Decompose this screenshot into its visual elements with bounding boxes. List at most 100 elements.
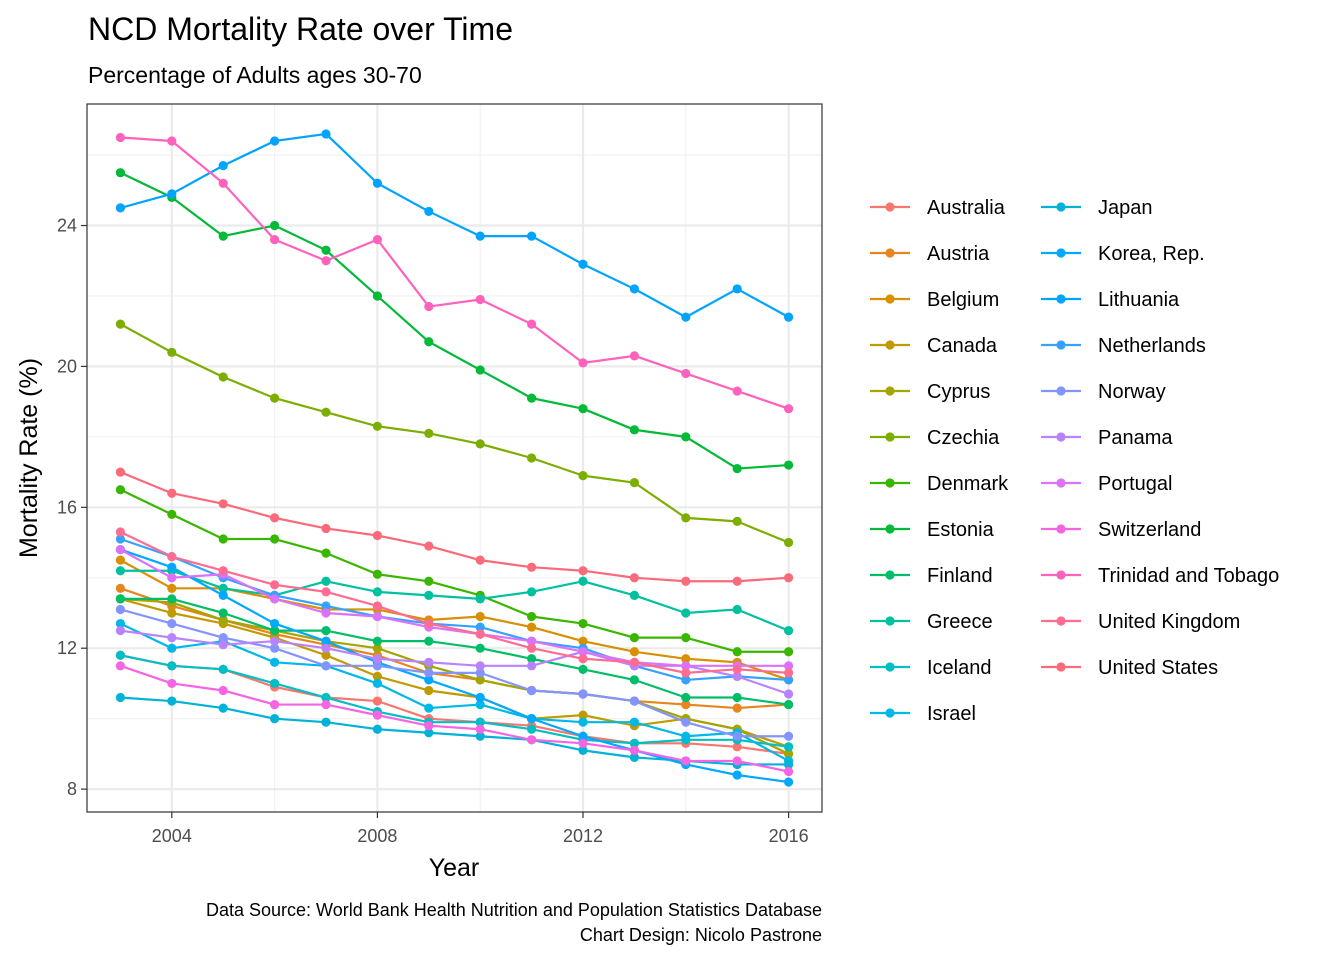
data-point-cyprus bbox=[218, 615, 228, 625]
data-point-estonia bbox=[475, 365, 485, 375]
data-point-switzerland bbox=[167, 678, 177, 689]
legend-item-panama: Panama bbox=[1041, 427, 1173, 449]
data-point-japan bbox=[475, 731, 485, 741]
data-point-estonia bbox=[783, 460, 794, 470]
data-point-denmark bbox=[270, 534, 280, 544]
data-point-iceland bbox=[167, 661, 177, 671]
data-point-iceland bbox=[270, 678, 280, 689]
legend-label: Iceland bbox=[927, 657, 992, 679]
data-point-denmark bbox=[578, 618, 588, 629]
legend-item-canada: Canada bbox=[870, 335, 998, 357]
data-point-estonia bbox=[629, 425, 639, 435]
legend-item-belgium: Belgium bbox=[870, 289, 999, 311]
legend-label: Panama bbox=[1098, 427, 1173, 449]
data-point-switzerland bbox=[783, 766, 794, 777]
data-point-japan bbox=[578, 745, 588, 755]
series-line-united-states bbox=[119, 471, 789, 583]
legend-item-united-kingdom: United Kingdom bbox=[1041, 611, 1240, 633]
data-point-united-kingdom bbox=[681, 668, 691, 678]
legend-key-point bbox=[885, 478, 895, 488]
legend-item-israel: Israel bbox=[870, 703, 976, 725]
data-point-switzerland bbox=[218, 685, 228, 696]
series-line-greece bbox=[120, 569, 790, 632]
data-point-lithuania bbox=[475, 231, 485, 241]
data-point-estonia bbox=[372, 291, 383, 301]
data-point-trinidad-and-tobago bbox=[629, 351, 639, 361]
legend-item-finland: Finland bbox=[870, 565, 993, 587]
series-line-norway bbox=[120, 608, 789, 738]
data-point-greece bbox=[321, 576, 331, 586]
data-point-norway bbox=[424, 668, 434, 678]
data-point-netherlands bbox=[321, 601, 331, 611]
data-point-lithuania bbox=[681, 312, 691, 322]
data-point-united-kingdom bbox=[167, 552, 177, 562]
data-point-portugal bbox=[372, 611, 383, 622]
data-point-korea-rep bbox=[526, 714, 537, 724]
data-point-australia bbox=[372, 696, 383, 706]
data-point-korea-rep bbox=[578, 731, 588, 741]
data-point-finland bbox=[578, 664, 588, 674]
data-point-finland bbox=[424, 636, 434, 646]
data-point-finland bbox=[681, 692, 691, 703]
data-point-lithuania bbox=[321, 129, 331, 139]
data-point-austria bbox=[681, 699, 691, 710]
series-line-trinidad-and-tobago bbox=[120, 136, 789, 410]
data-point-united-kingdom bbox=[270, 580, 280, 590]
data-point-austria bbox=[732, 703, 742, 713]
data-point-united-kingdom bbox=[578, 654, 588, 664]
legend: Australia Austria Belgium Canada Cyprus Czech… bbox=[870, 197, 1279, 725]
legend-label: United States bbox=[1098, 657, 1218, 679]
data-point-czechia bbox=[526, 453, 537, 463]
data-point-canada bbox=[372, 671, 383, 681]
data-point-finland bbox=[321, 625, 331, 636]
data-point-belgium bbox=[526, 622, 537, 632]
data-point-netherlands bbox=[475, 622, 485, 632]
legend-item-austria: Austria bbox=[870, 243, 990, 265]
data-point-united-states bbox=[424, 541, 434, 551]
data-point-panama bbox=[424, 657, 434, 667]
data-point-switzerland bbox=[321, 699, 331, 710]
legend-key-point bbox=[1056, 386, 1066, 396]
data-point-iceland bbox=[321, 692, 331, 703]
legend-key-point bbox=[1056, 662, 1066, 672]
legend-key-point bbox=[1056, 616, 1066, 626]
legend-label: Trinidad and Tobago bbox=[1098, 565, 1279, 587]
data-point-canada bbox=[578, 710, 588, 720]
data-point-trinidad-and-tobago bbox=[321, 256, 331, 266]
legend-item-iceland: Iceland bbox=[870, 657, 992, 679]
legend-key-point bbox=[1056, 340, 1066, 350]
legend-key-point bbox=[1056, 294, 1066, 304]
legend-key-point bbox=[885, 708, 895, 718]
data-point-united-states bbox=[732, 576, 742, 586]
data-point-lithuania bbox=[526, 231, 537, 241]
data-point-netherlands bbox=[783, 675, 794, 685]
data-point-panama bbox=[783, 689, 794, 699]
data-point-norway bbox=[372, 661, 383, 671]
data-point-switzerland bbox=[681, 756, 691, 766]
data-point-trinidad-and-tobago bbox=[475, 294, 485, 305]
series-line-united-kingdom bbox=[119, 530, 789, 674]
legend-key-point bbox=[885, 248, 895, 258]
legend-item-cyprus: Cyprus bbox=[870, 381, 990, 403]
data-point-finland bbox=[167, 594, 177, 604]
data-point-trinidad-and-tobago bbox=[270, 235, 280, 245]
y-tick-label: 24 bbox=[57, 216, 77, 236]
data-point-trinidad-and-tobago bbox=[115, 132, 126, 143]
legend-key-point bbox=[1056, 524, 1066, 534]
data-point-finland bbox=[218, 608, 228, 618]
data-point-trinidad-and-tobago bbox=[732, 386, 742, 396]
series-line-iceland bbox=[120, 654, 789, 748]
legend-label: Austria bbox=[927, 243, 990, 265]
series-line-netherlands bbox=[120, 537, 789, 682]
legend-item-czechia: Czechia bbox=[870, 427, 1000, 449]
data-point-israel bbox=[167, 643, 177, 653]
data-point-canada bbox=[321, 650, 331, 660]
data-point-finland bbox=[372, 636, 383, 646]
data-point-lithuania bbox=[167, 189, 177, 199]
data-point-belgium bbox=[475, 611, 485, 622]
legend-label: Netherlands bbox=[1098, 335, 1206, 357]
data-point-trinidad-and-tobago bbox=[578, 358, 588, 368]
data-point-greece bbox=[372, 587, 383, 597]
data-point-korea-rep bbox=[321, 636, 331, 646]
data-point-iceland bbox=[475, 717, 485, 727]
